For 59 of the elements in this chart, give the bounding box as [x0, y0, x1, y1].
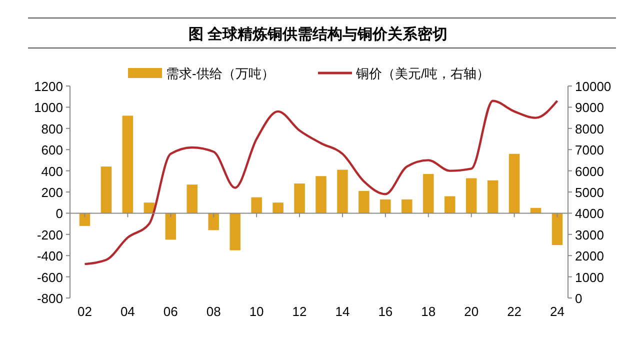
- y2-tick-label: 9000: [575, 100, 604, 116]
- bar: [466, 178, 477, 214]
- bar: [508, 154, 520, 214]
- y2-tick-label: 0: [575, 291, 582, 306]
- y-tick-label: 400: [41, 164, 63, 179]
- x-tick-label: 16: [378, 304, 393, 319]
- x-tick-label: 24: [550, 304, 564, 319]
- x-tick-label: 14: [335, 304, 350, 319]
- y2-tick-label: 4000: [575, 206, 604, 222]
- x-tick-label: 20: [464, 304, 479, 319]
- bar: [380, 199, 391, 214]
- y2-tick-label: 2000: [575, 248, 604, 264]
- bar: [294, 184, 305, 214]
- x-tick-label: 04: [120, 304, 135, 319]
- y2-tick-label: 8000: [575, 121, 604, 136]
- bar: [251, 197, 262, 214]
- bar: [165, 213, 176, 240]
- y-tick-label: 0: [56, 206, 63, 222]
- y-tick-label: -200: [36, 227, 63, 242]
- legend-label: 需求-供给（万吨）: [166, 66, 274, 81]
- bar: [487, 180, 498, 214]
- bar: [337, 170, 348, 214]
- chart-title: 图 全球精炼铜供需结构与铜价关系密切: [188, 25, 448, 43]
- x-tick-label: 12: [292, 304, 307, 319]
- bar: [358, 190, 370, 214]
- bar: [444, 196, 456, 214]
- y-tick-label: 600: [41, 142, 63, 158]
- bar: [423, 174, 434, 214]
- x-tick-label: 10: [249, 304, 264, 319]
- bar: [272, 202, 284, 214]
- bar: [100, 166, 112, 214]
- y-tick-label: 1200: [34, 79, 63, 94]
- bar: [316, 176, 326, 214]
- x-tick-label: 22: [507, 304, 522, 319]
- x-tick-label: 18: [421, 304, 436, 319]
- bar: [402, 199, 412, 214]
- y-tick-label: 200: [41, 185, 63, 200]
- y-tick-label: -400: [36, 248, 63, 264]
- y2-tick-label: 3000: [575, 227, 604, 242]
- x-tick-label: 06: [163, 304, 178, 319]
- legend-label: 铜价（美元/吨，右轴）: [355, 66, 490, 81]
- y2-tick-label: 5000: [575, 185, 604, 200]
- y-tick-label: 1000: [34, 100, 63, 116]
- y2-tick-label: 7000: [575, 142, 604, 158]
- bar: [122, 116, 134, 214]
- bar: [208, 213, 219, 230]
- y-tick-label: -600: [36, 270, 63, 285]
- bar: [552, 213, 563, 245]
- y2-tick-label: 1000: [575, 270, 604, 285]
- y-tick-label: -800: [36, 291, 63, 306]
- x-tick-label: 02: [78, 304, 92, 319]
- bar: [230, 213, 240, 250]
- x-tick-label: 08: [206, 304, 221, 319]
- line-series: [84, 100, 558, 266]
- bar: [186, 184, 198, 214]
- y2-tick-label: 6000: [575, 164, 604, 179]
- bar: [79, 213, 90, 226]
- y2-tick-label: 10000: [575, 79, 612, 94]
- y-tick-label: 800: [41, 121, 63, 136]
